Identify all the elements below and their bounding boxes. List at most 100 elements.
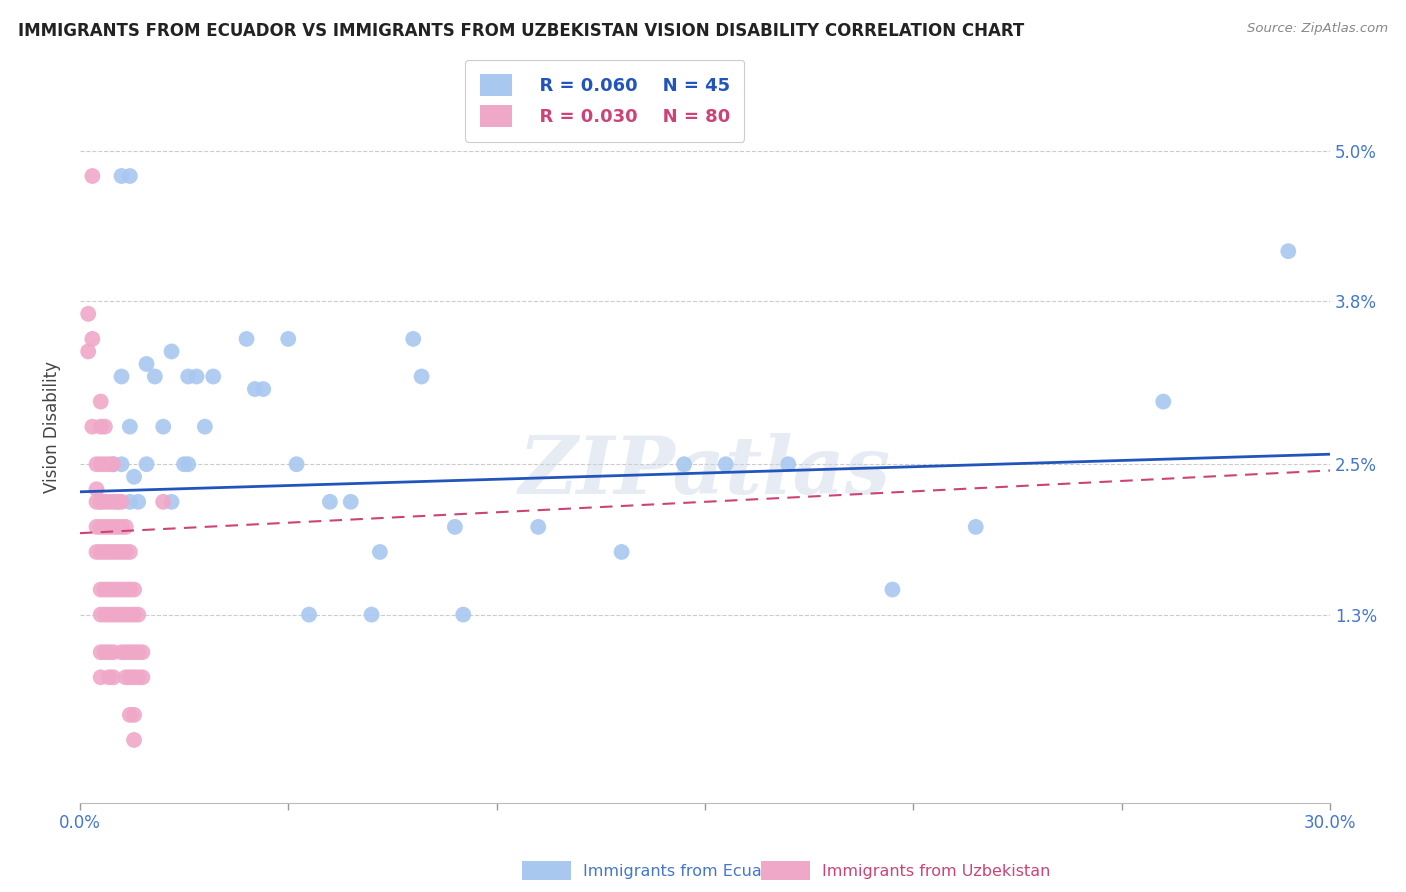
Point [94, 495, 117, 509]
Point [127, 495, 149, 509]
Point [252, 382, 274, 396]
Point [90, 520, 112, 534]
Point [90, 457, 112, 471]
Point [114, 520, 136, 534]
Text: Immigrants from Ecuador: Immigrants from Ecuador [582, 864, 789, 880]
Point [118, 607, 141, 622]
Point [98, 582, 121, 597]
Point [114, 645, 136, 659]
Point [110, 495, 132, 509]
Point [90, 670, 112, 684]
Point [94, 419, 117, 434]
Point [882, 582, 904, 597]
Point [94, 457, 117, 471]
Point [673, 457, 696, 471]
Point [105, 607, 128, 622]
Point [94, 582, 117, 597]
Point [94, 520, 117, 534]
Point [114, 582, 136, 597]
Point [90, 394, 112, 409]
Point [714, 457, 737, 471]
Point [1277, 244, 1299, 259]
Point [86, 545, 108, 559]
Point [135, 357, 157, 371]
Point [114, 545, 136, 559]
Point [186, 369, 208, 384]
Point [90, 419, 112, 434]
Point [110, 582, 132, 597]
Point [451, 607, 474, 622]
Point [94, 645, 117, 659]
Point [98, 520, 121, 534]
Point [103, 457, 125, 471]
Point [110, 369, 132, 384]
Point [110, 545, 132, 559]
Point [110, 169, 132, 183]
Point [86, 483, 108, 497]
Point [90, 645, 112, 659]
Point [298, 607, 321, 622]
Point [114, 670, 136, 684]
Point [82, 419, 104, 434]
Point [122, 607, 145, 622]
Point [610, 545, 633, 559]
Point [77, 307, 100, 321]
Point [86, 457, 108, 471]
Point [285, 457, 308, 471]
Text: IMMIGRANTS FROM ECUADOR VS IMMIGRANTS FROM UZBEKISTAN VISION DISABILITY CORRELAT: IMMIGRANTS FROM ECUADOR VS IMMIGRANTS FR… [18, 22, 1025, 40]
Point [103, 607, 125, 622]
Point [194, 419, 217, 434]
Text: Immigrants from Uzbekistan: Immigrants from Uzbekistan [821, 864, 1050, 880]
Point [122, 582, 145, 597]
Point [778, 457, 800, 471]
Point [110, 457, 132, 471]
Point [98, 670, 121, 684]
Point [127, 607, 149, 622]
Point [118, 707, 141, 722]
Point [527, 520, 550, 534]
Point [277, 332, 299, 346]
Point [122, 733, 145, 747]
Point [118, 169, 141, 183]
Point [131, 670, 153, 684]
Point [103, 670, 125, 684]
Point [82, 332, 104, 346]
Point [86, 495, 108, 509]
Point [90, 582, 112, 597]
Point [90, 495, 112, 509]
Point [411, 369, 433, 384]
Point [105, 582, 128, 597]
Point [177, 457, 200, 471]
Point [103, 520, 125, 534]
Point [127, 670, 149, 684]
Point [114, 607, 136, 622]
Point [160, 495, 183, 509]
Point [202, 369, 225, 384]
Point [94, 545, 117, 559]
Point [103, 495, 125, 509]
Point [90, 545, 112, 559]
Point [122, 645, 145, 659]
Point [94, 607, 117, 622]
Point [173, 457, 195, 471]
Point [319, 495, 342, 509]
Point [98, 645, 121, 659]
Point [90, 495, 112, 509]
Point [152, 419, 174, 434]
Point [243, 382, 266, 396]
Legend:   R = 0.060    N = 45,   R = 0.030    N = 80: R = 0.060 N = 45, R = 0.030 N = 80 [465, 60, 744, 142]
Point [90, 607, 112, 622]
Point [103, 457, 125, 471]
Point [118, 545, 141, 559]
Point [152, 495, 174, 509]
Point [98, 607, 121, 622]
Point [98, 457, 121, 471]
Point [82, 169, 104, 183]
Point [103, 645, 125, 659]
Text: Source: ZipAtlas.com: Source: ZipAtlas.com [1247, 22, 1388, 36]
Point [965, 520, 987, 534]
Point [105, 495, 128, 509]
Point [105, 520, 128, 534]
Point [160, 344, 183, 359]
Point [360, 607, 382, 622]
